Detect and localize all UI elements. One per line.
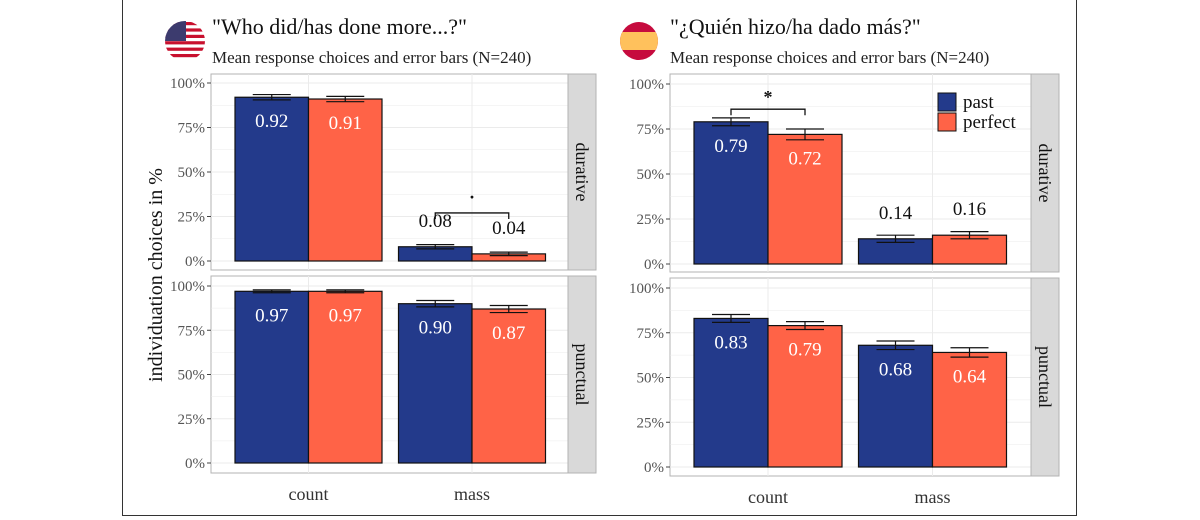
- significance-marker: ·: [469, 187, 475, 207]
- us-flag-icon: [165, 21, 205, 61]
- bar-value-label: 0.97: [255, 305, 288, 326]
- y-tick-label: 75%: [178, 323, 206, 339]
- y-tick-label: 100%: [629, 281, 664, 297]
- significance-bracket: [434, 212, 510, 219]
- y-tick-label: 25%: [637, 212, 665, 228]
- facet-label-punctual: punctual: [572, 344, 592, 406]
- x-tick-label: count: [748, 487, 788, 507]
- facet-strip: [567, 275, 597, 474]
- spain-flag-icon: [620, 22, 658, 60]
- bar-value-label: 0.97: [329, 305, 362, 326]
- y-axis-label: individuation choices in %: [145, 168, 167, 382]
- bar-value-label: 0.14: [879, 203, 913, 224]
- chart-title-spanish: "¿Quién hizo/ha dado más?": [670, 14, 921, 39]
- panel-durative: 0% 25% 50% 75% 100% 0.79 0.14 0.72 0.16 * durative: [629, 73, 1060, 273]
- bar-value-label: 0.04: [492, 218, 526, 239]
- panel-durative: 0% 25% 50% 75% 100% 0.92 0.08 0.91 0.04 · durative: [170, 73, 597, 271]
- bar-perfect-count: [767, 324, 843, 468]
- bar-past-count: [234, 96, 310, 262]
- facet-label-punctual: punctual: [1035, 346, 1055, 408]
- facet-strip: [1030, 73, 1060, 273]
- y-tick-label: 75%: [637, 326, 665, 342]
- y-tick-label: 25%: [178, 210, 206, 226]
- bar-value-label: 0.87: [492, 323, 525, 344]
- legend-swatch-past: [937, 92, 957, 112]
- bar-value-label: 0.64: [953, 366, 987, 387]
- panel-punctual: 0% 25% 50% 75% 100% 0.83 0.68 0.79 0.64 punctual: [629, 277, 1060, 477]
- bar-value-label: 0.92: [255, 111, 288, 132]
- y-tick-label: 100%: [629, 77, 664, 93]
- bar-value-label: 0.90: [419, 318, 452, 339]
- chart-title-english: "Who did/has done more...?": [212, 14, 467, 39]
- bar-value-label: 0.16: [953, 199, 986, 220]
- x-tick-label: mass: [915, 487, 951, 507]
- facet-strip: [1030, 277, 1060, 477]
- y-tick-label: 50%: [178, 368, 206, 384]
- x-tick-label: mass: [454, 484, 490, 504]
- bar-value-label: 0.91: [329, 113, 362, 134]
- y-tick-label: 0%: [644, 460, 664, 476]
- bar-value-label: 0.83: [714, 332, 747, 353]
- y-tick-label: 0%: [644, 257, 664, 273]
- bar-perfect-count: [307, 98, 383, 262]
- facet-label-durative: durative: [572, 143, 592, 202]
- legend-label-past: past: [963, 92, 994, 113]
- facet-label-durative: durative: [1035, 144, 1055, 203]
- y-tick-label: 100%: [170, 279, 205, 295]
- bar-past-count: [693, 317, 769, 468]
- y-tick-label: 25%: [178, 412, 206, 428]
- x-tick-label: count: [289, 484, 329, 504]
- y-tick-label: 50%: [178, 165, 206, 181]
- bar-value-label: 0.79: [714, 136, 747, 157]
- y-tick-label: 50%: [637, 371, 665, 387]
- chart-english: 0% 25% 50% 75% 100% 0.92 0.08 0.91 0.04 · durative…: [170, 73, 597, 504]
- bar-value-label: 0.68: [879, 359, 912, 380]
- chart-subtitle-spanish: Mean response choices and error bars (N=…: [670, 48, 989, 67]
- bar-perfect-count: [307, 290, 383, 464]
- chart-subtitle-english: Mean response choices and error bars (N=…: [212, 48, 531, 67]
- y-tick-label: 0%: [185, 254, 205, 270]
- legend-swatch-perfect: [937, 112, 957, 132]
- bar-value-label: 0.08: [419, 211, 452, 232]
- y-tick-label: 100%: [170, 76, 205, 92]
- bar-value-label: 0.79: [788, 340, 821, 361]
- panel-punctual: 0% 25% 50% 75% 100% 0.97 0.90 0.97 0.87 punctual: [170, 275, 597, 474]
- y-tick-label: 50%: [637, 167, 665, 183]
- bar-perfect-mass: [931, 234, 1008, 265]
- bar-past-count: [693, 121, 769, 265]
- y-tick-label: 75%: [178, 121, 206, 137]
- facet-strip: [567, 73, 597, 271]
- bar-perfect-mass: [931, 351, 1008, 468]
- bar-perfect-mass: [471, 308, 547, 464]
- legend-label-perfect: perfect: [963, 112, 1016, 133]
- chart-spanish: 0% 25% 50% 75% 100% 0.79 0.14 0.72 0.16 * durative…: [629, 73, 1060, 507]
- bar-value-label: 0.72: [788, 148, 821, 169]
- y-tick-label: 25%: [637, 415, 665, 431]
- bar-past-mass: [857, 238, 934, 265]
- y-tick-label: 75%: [637, 122, 665, 138]
- y-tick-label: 0%: [185, 456, 205, 472]
- significance-marker: *: [764, 87, 773, 107]
- significance-bracket: [730, 108, 806, 116]
